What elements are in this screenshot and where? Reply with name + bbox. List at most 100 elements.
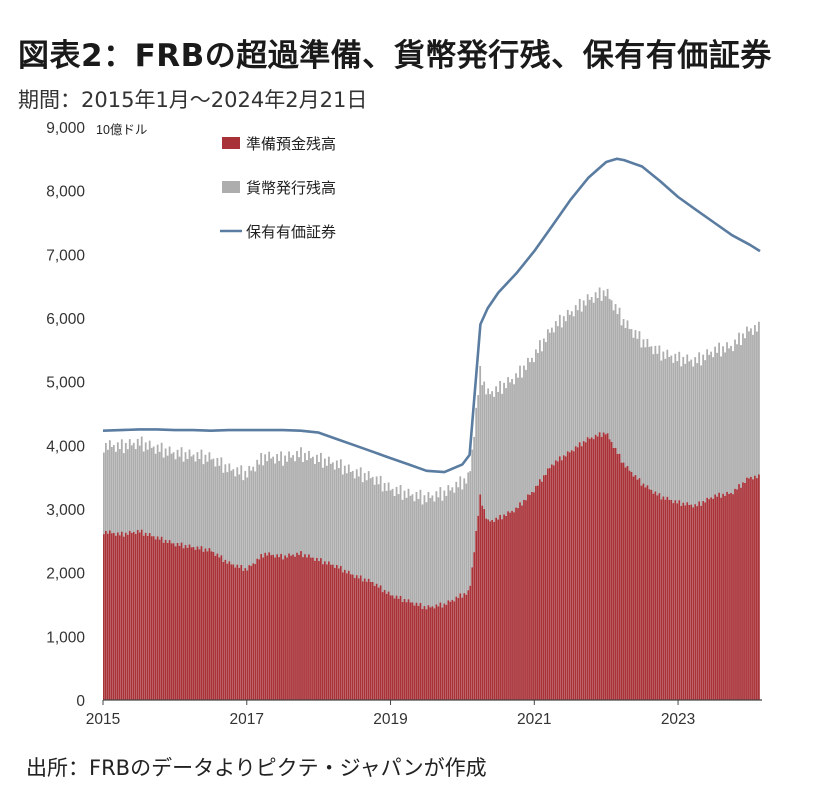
currency-bar (676, 361, 679, 504)
currency-bar (397, 494, 400, 599)
currency-bar (756, 331, 758, 479)
currency-bar (473, 436, 476, 553)
reserves-bar (690, 504, 693, 700)
currency-bar (250, 470, 253, 566)
y-tick-label: 5,000 (46, 375, 85, 392)
currency-bar (106, 449, 109, 534)
currency-bar (497, 391, 499, 520)
currency-bar (168, 446, 171, 541)
y-tick-label: 4,000 (46, 438, 85, 455)
reserves-bar (355, 575, 358, 700)
reserves-bar (367, 578, 370, 700)
reserves-bar (166, 543, 169, 700)
reserves-bar (694, 504, 697, 700)
reserves-bar (325, 564, 328, 700)
currency-bar (670, 355, 673, 500)
currency-bar (517, 377, 519, 509)
currency-bar (290, 457, 292, 556)
currency-bar (399, 485, 402, 596)
reserves-bar (722, 493, 724, 700)
reserves-bar (744, 483, 746, 700)
currency-bar (421, 504, 424, 609)
currency-bar (228, 463, 231, 562)
currency-bar (419, 489, 422, 603)
currency-bar (262, 465, 265, 558)
currency-bar (130, 445, 133, 533)
reserves-bar (531, 491, 533, 700)
currency-bar (680, 366, 683, 506)
currency-bar (556, 326, 559, 462)
reserves-bar (266, 555, 269, 700)
currency-bar (640, 347, 643, 486)
reserves-bar (212, 551, 215, 700)
reserves-bar (138, 532, 141, 700)
reserves-bar (546, 468, 549, 700)
reserves-bar (152, 536, 155, 700)
currency-bar (748, 331, 750, 479)
currency-bar (395, 486, 398, 596)
reserves-bar (746, 477, 748, 700)
currency-bar (662, 351, 665, 497)
chart-title: 図表2：FRBの超過準備、貨幣発行残、保有有価証券 (18, 38, 772, 74)
currency-bar (381, 491, 384, 593)
y-tick-label: 6,000 (46, 311, 85, 328)
currency-bar (614, 304, 617, 448)
currency-bar (457, 487, 460, 599)
reserves-bar (312, 557, 314, 700)
reserves-bar (114, 535, 117, 700)
reserves-bar (523, 499, 525, 700)
currency-bar (357, 476, 360, 579)
currency-bar (578, 298, 581, 443)
reserves-bar (491, 519, 494, 700)
currency-bar (158, 451, 161, 540)
currency-bar (222, 472, 225, 562)
reserves-bar (238, 567, 241, 700)
reserves-bar (222, 562, 225, 700)
reserves-bar (680, 505, 683, 700)
currency-bar (529, 362, 531, 495)
currency-bar (550, 327, 553, 465)
currency-bar (304, 452, 306, 555)
reserves-bar (447, 600, 450, 700)
reserves-bar (505, 515, 507, 700)
currency-bar (140, 436, 143, 530)
reserves-bar (110, 533, 113, 700)
reserves-bar (130, 532, 133, 700)
currency-bar (443, 490, 446, 604)
currency-bar (300, 447, 302, 552)
currency-bar (606, 288, 609, 434)
currency-bar (566, 309, 569, 452)
currency-bar (248, 465, 251, 566)
reserves-bar (726, 491, 728, 700)
currency-bar (590, 297, 593, 438)
currency-bar (525, 369, 527, 501)
legend-label: 保有有価証券 (246, 224, 336, 241)
currency-bar (684, 363, 687, 506)
reserves-bar (493, 521, 496, 700)
currency-bar (148, 440, 151, 534)
currency-bar (164, 448, 167, 540)
reserves-bar (391, 595, 394, 700)
currency-bar (178, 456, 181, 546)
reserves-bar (652, 493, 655, 700)
reserves-bar (688, 505, 691, 700)
currency-bar (292, 455, 294, 555)
currency-bar (758, 321, 760, 475)
currency-bar (224, 464, 227, 560)
currency-bar (710, 351, 713, 498)
reserves-bar (190, 547, 193, 700)
currency-bar (505, 388, 507, 516)
currency-bar (539, 340, 541, 480)
currency-bar (375, 476, 378, 584)
reserves-bar (196, 546, 199, 700)
reserves-bar (260, 553, 263, 700)
reserves-bar (672, 503, 675, 700)
reserves-bar (473, 552, 476, 700)
reserves-bar (497, 519, 499, 700)
currency-bar (459, 476, 462, 594)
currency-bar (501, 393, 503, 520)
reserves-bar (626, 466, 629, 700)
reserves-bar (218, 557, 221, 700)
currency-bar (373, 484, 376, 586)
reserves-bar (441, 607, 444, 700)
